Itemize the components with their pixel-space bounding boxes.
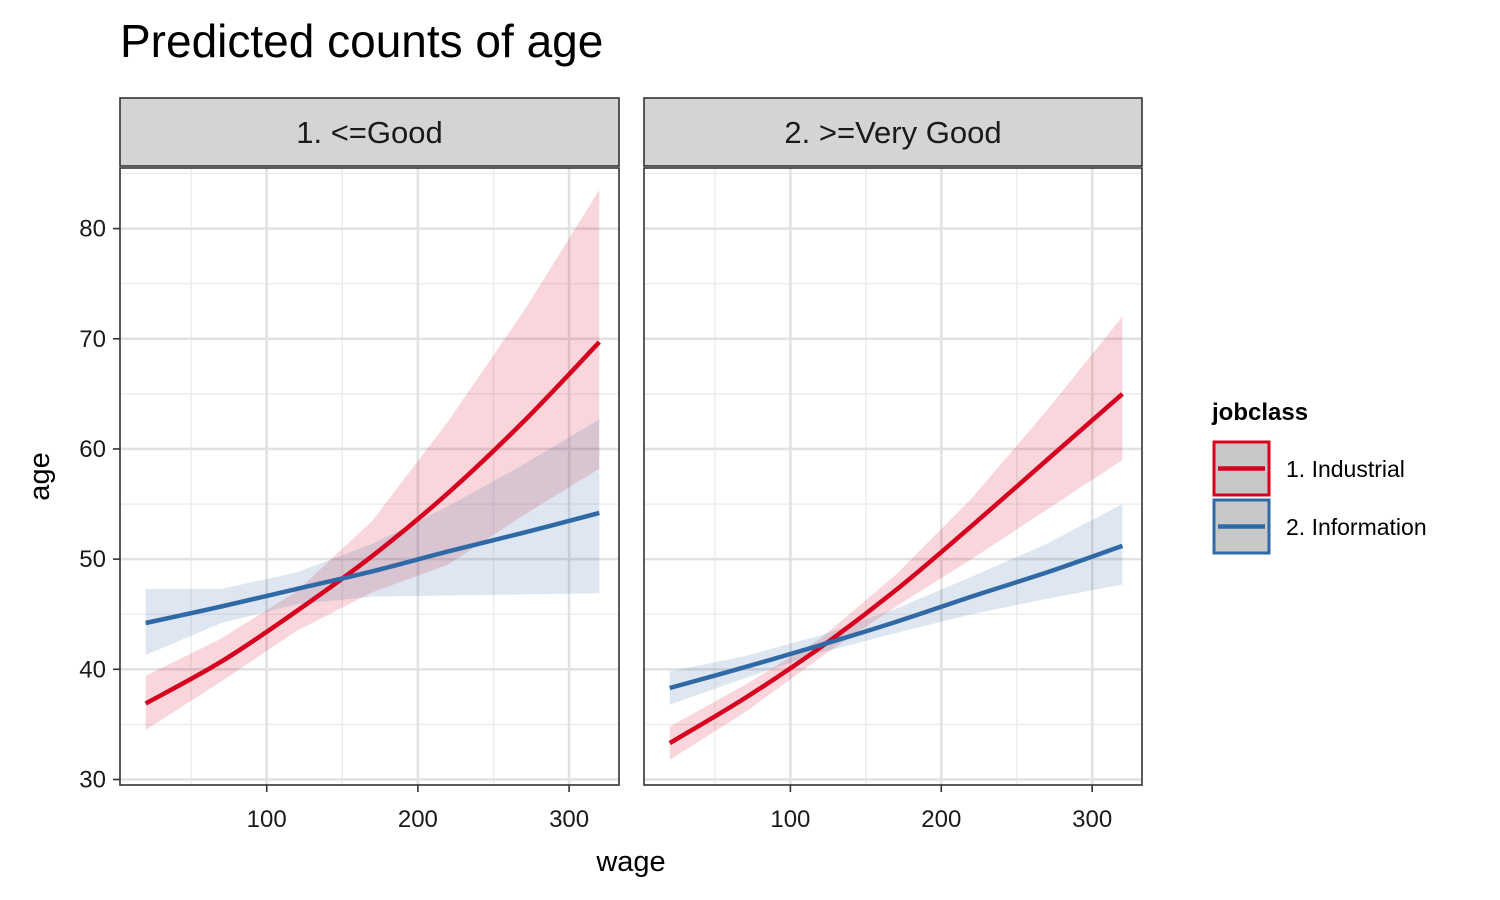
plot-background	[120, 168, 619, 785]
legend-label: 1. Industrial	[1286, 456, 1405, 482]
facet-label: 2. >=Very Good	[784, 115, 1001, 150]
legend-label: 2. Information	[1286, 514, 1427, 540]
x-tick-label: 300	[549, 806, 589, 833]
y-tick-label: 30	[79, 766, 106, 793]
panel-border	[119, 167, 620, 786]
y-tick-label: 70	[79, 326, 106, 353]
facet-strip	[119, 97, 620, 167]
chart-title: Predicted counts of age	[120, 15, 604, 67]
facet-label: 1. <=Good	[296, 115, 443, 150]
legend-title: jobclass	[1211, 399, 1308, 426]
x-tick-label: 100	[247, 806, 287, 833]
legend: jobclass 1. Industrial 2. Information	[1211, 399, 1427, 555]
x-tick-label: 300	[1072, 806, 1112, 833]
series-line	[669, 543, 1124, 691]
series-line	[145, 510, 600, 626]
y-axis-title: age	[24, 452, 56, 500]
y-tick-label: 40	[79, 656, 106, 683]
y-tick-label: 50	[79, 546, 106, 573]
x-tick-label: 200	[921, 806, 961, 833]
panel-1: 1. <=Good 100 200 300 30 40 50 60 70 80	[79, 97, 620, 833]
confidence-band	[145, 190, 600, 730]
series-line	[144, 340, 601, 706]
x-tick-label: 100	[770, 806, 810, 833]
series-line	[668, 392, 1124, 746]
panel-2: 2. >=Very Good 100 200 300	[643, 97, 1143, 833]
facet-strip	[643, 97, 1143, 167]
plot-background	[644, 168, 1142, 785]
x-axis-title: wage	[595, 846, 665, 878]
y-tick-label: 60	[79, 436, 106, 463]
x-tick-label: 200	[398, 806, 438, 833]
y-tick-label: 80	[79, 216, 106, 243]
panel-border	[643, 167, 1143, 786]
